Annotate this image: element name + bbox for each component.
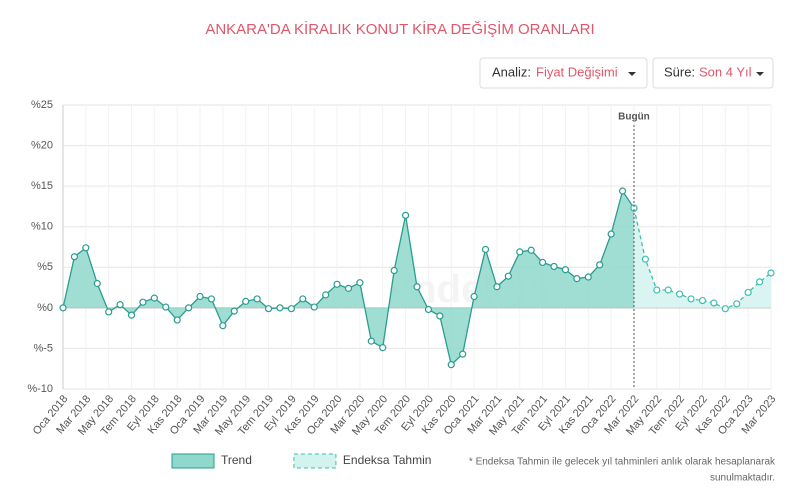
point (59, 304, 67, 312)
point (242, 297, 250, 305)
chart-title: ANKARA'DA KİRALIK KONUT KİRA DEĞİŞİM ORA… (205, 20, 594, 38)
y-tick-label: %25 (31, 99, 53, 111)
point (447, 361, 455, 369)
y-tick-label: %5 (37, 261, 53, 273)
point (470, 292, 478, 301)
footnote: * Endeksa Tahmin ile gelecek yıl tahminl… (469, 457, 776, 468)
point (196, 292, 204, 301)
point (207, 295, 216, 303)
point (379, 344, 387, 352)
point (516, 248, 524, 256)
point (310, 303, 318, 311)
dropdown[interactable]: Süre: Son 4 Yıl (652, 57, 774, 89)
point (230, 307, 238, 315)
point (287, 305, 295, 313)
point (744, 288, 752, 297)
grid (62, 104, 772, 390)
dropdown-label[interactable]: Süre: (664, 64, 695, 79)
y-tick-label: %10 (31, 221, 53, 233)
y-tick-label: %-5 (33, 342, 53, 354)
area (633, 208, 771, 309)
point (653, 286, 661, 294)
dropdown[interactable]: Analiz: Fiyat Değişimi (479, 57, 648, 89)
point (481, 245, 490, 254)
point (618, 187, 627, 195)
legend-swatch (171, 453, 215, 469)
legend-swatch (293, 453, 337, 469)
annotation: Bugün (618, 112, 650, 123)
point (344, 284, 353, 292)
y-tick-label: %20 (31, 139, 53, 151)
point (424, 305, 433, 314)
caret[interactable] (756, 72, 764, 76)
area (63, 191, 634, 365)
point (413, 283, 421, 291)
point (219, 322, 227, 330)
footnote: sunulmaktadır. (710, 473, 775, 484)
point (401, 211, 410, 219)
point (755, 278, 764, 286)
y-tick-label: %-10 (27, 383, 53, 395)
legend-label: Endeksa Tahmin (343, 453, 432, 467)
point (504, 272, 512, 280)
point (641, 255, 649, 263)
point (82, 244, 90, 252)
dropdown-box[interactable] (652, 57, 774, 89)
point (584, 273, 592, 281)
dropdown-label[interactable]: Analiz: (492, 64, 531, 79)
point (721, 305, 729, 313)
point (390, 266, 398, 275)
dropdown-value[interactable]: Fiyat Değişimi (536, 64, 618, 79)
point (573, 275, 581, 283)
legend-label: Trend (221, 453, 252, 467)
point (93, 279, 101, 288)
point (276, 304, 284, 312)
point (173, 316, 181, 324)
point (459, 350, 467, 358)
point (687, 295, 695, 303)
point (70, 253, 79, 261)
point (436, 312, 444, 320)
point (550, 262, 558, 271)
point (767, 269, 775, 277)
point (698, 296, 707, 305)
point (333, 280, 341, 288)
point (561, 266, 570, 274)
point (356, 279, 364, 287)
point (127, 311, 136, 319)
point (253, 295, 261, 303)
point (105, 308, 113, 316)
point (539, 258, 547, 267)
point (116, 301, 124, 309)
y-tick-label: %0 (37, 302, 53, 314)
point (299, 295, 307, 303)
point (527, 246, 535, 254)
point (664, 286, 672, 294)
caret[interactable] (628, 72, 636, 76)
point (139, 298, 147, 306)
point (493, 283, 501, 291)
dropdown-value[interactable]: Son 4 Yıl (699, 64, 752, 79)
point (162, 303, 170, 311)
point (710, 299, 718, 307)
point (264, 305, 273, 313)
point (733, 300, 741, 308)
point (607, 230, 615, 238)
point (322, 291, 330, 299)
point (150, 294, 158, 302)
point (676, 290, 684, 298)
y-tick-label: %15 (31, 180, 53, 192)
point (596, 261, 604, 269)
point (367, 337, 375, 345)
dropdown-box[interactable] (479, 57, 648, 89)
point (185, 304, 193, 312)
